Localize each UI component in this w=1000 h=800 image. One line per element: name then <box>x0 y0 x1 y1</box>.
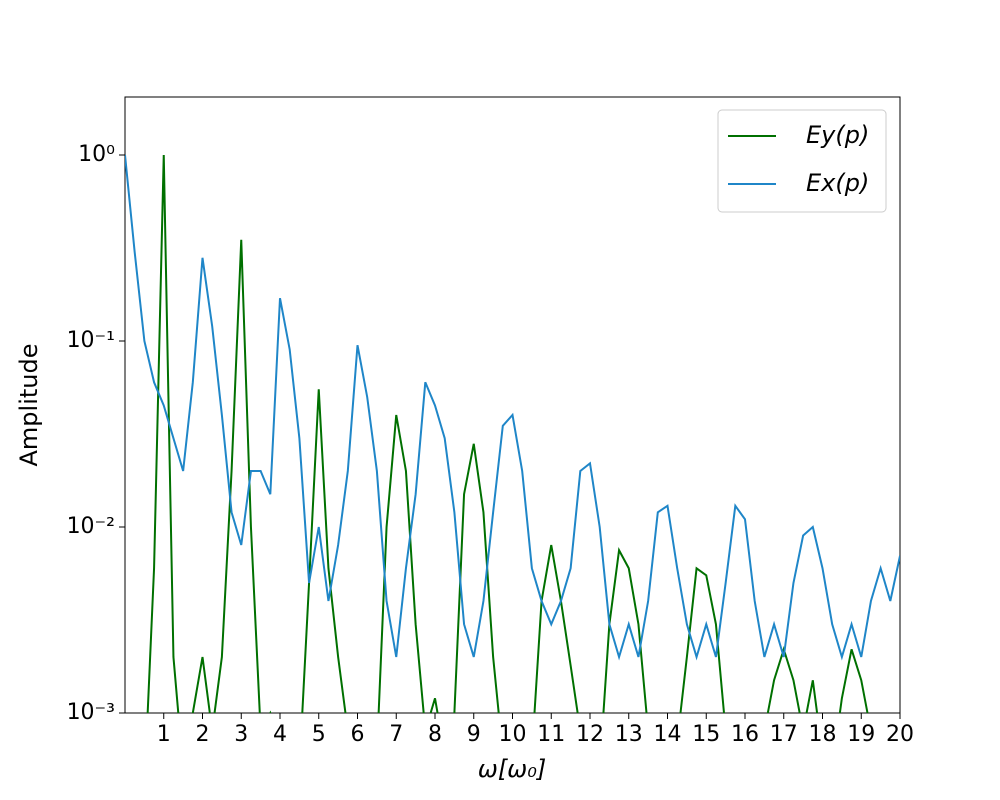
y-tick-label: 10⁻² <box>67 514 115 539</box>
lines <box>125 154 900 713</box>
x-axis-label: ω[ω₀] <box>478 755 547 783</box>
x-tick-label: 5 <box>312 722 326 747</box>
x-tick-label: 15 <box>692 722 720 747</box>
x-tick-label: 6 <box>351 722 365 747</box>
y-tick-label: 10⁰ <box>78 142 115 167</box>
x-tick-label: 4 <box>273 722 287 747</box>
x-tick-label: 16 <box>731 722 759 747</box>
x-tick-label: 8 <box>428 722 442 747</box>
y-axis-label: Amplitude <box>15 344 43 467</box>
series-line <box>125 154 900 661</box>
x-tick-label: 3 <box>234 722 248 747</box>
series-line <box>146 154 869 713</box>
x-tick-label: 12 <box>576 722 604 747</box>
x-tick-label: 1 <box>157 722 171 747</box>
x-tick-label: 20 <box>886 722 914 747</box>
x-tick-label: 18 <box>809 722 837 747</box>
x-tick-label: 9 <box>467 722 481 747</box>
x-tick-label: 19 <box>847 722 875 747</box>
legend-label: Ey(p) <box>806 121 869 149</box>
x-tick-label: 14 <box>654 722 682 747</box>
x-tick-label: 7 <box>389 722 403 747</box>
x-tick-label: 2 <box>196 722 210 747</box>
x-tick-label: 13 <box>615 722 643 747</box>
y-tick-label: 10⁻³ <box>67 700 115 725</box>
y-tick-label: 10⁻¹ <box>67 328 115 353</box>
x-tick-label: 17 <box>770 722 798 747</box>
x-tick-label: 11 <box>537 722 565 747</box>
x-tick-label: 10 <box>499 722 527 747</box>
legend-label: Ex(p) <box>806 169 869 197</box>
